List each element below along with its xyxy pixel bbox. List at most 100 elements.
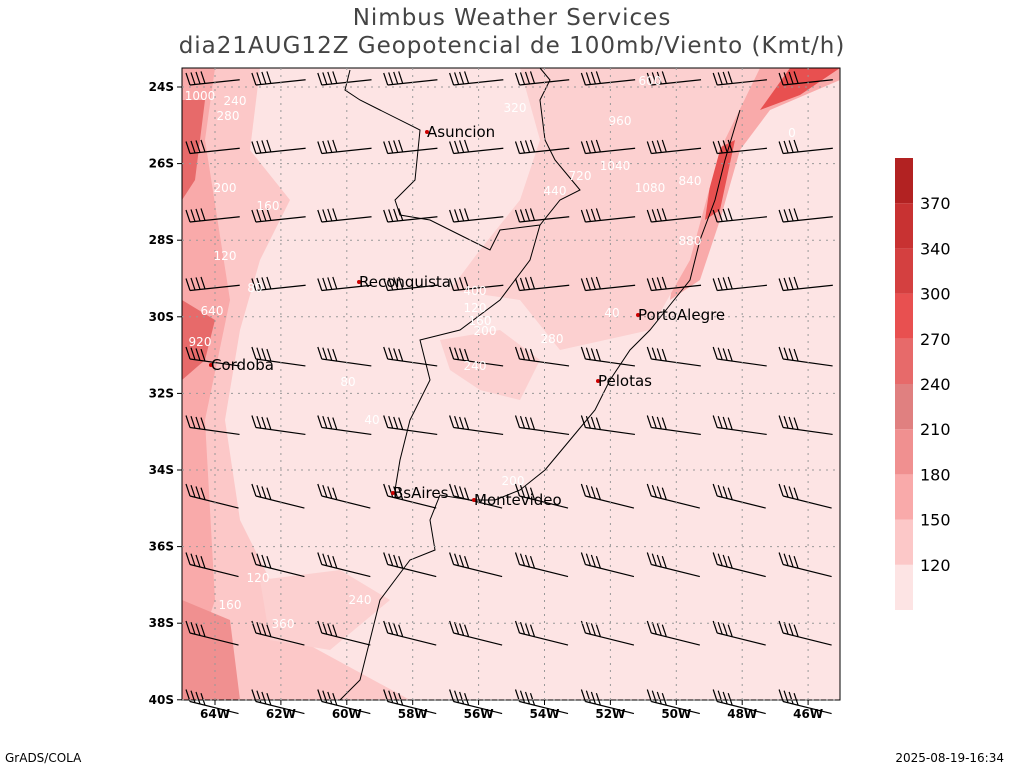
wind-barb — [580, 415, 635, 436]
wind-barb — [251, 483, 305, 509]
wind-barb — [712, 552, 766, 578]
city-label: Asuncion — [427, 123, 495, 141]
wind-barb — [646, 139, 702, 155]
colorbar-bin — [895, 474, 913, 520]
lat-label: 36S — [149, 540, 174, 554]
contour-label: 160 — [219, 598, 242, 612]
wind-barb — [580, 552, 635, 578]
shade — [450, 68, 760, 350]
contour-label: 240 — [224, 94, 247, 108]
wind-barb — [185, 483, 239, 509]
wind-barb — [251, 689, 305, 715]
contour-label: 200 — [474, 324, 497, 338]
wind-barb — [646, 276, 702, 292]
wind-barb — [317, 483, 371, 509]
wind-barb — [317, 415, 372, 436]
lat-label: 28S — [149, 233, 174, 247]
wind-barb — [317, 139, 372, 155]
city-label: BsAires — [393, 484, 449, 502]
wind-barb — [580, 689, 635, 715]
lon-label: 48W — [727, 707, 757, 721]
lat-label: 40S — [149, 693, 174, 707]
wind-barb — [778, 552, 832, 578]
wind-barb — [712, 208, 767, 223]
contour-label: 80 — [340, 375, 355, 389]
wind-barb — [317, 689, 371, 715]
wind-barb — [317, 620, 371, 646]
wind-barb — [778, 620, 832, 646]
contour-label: 240 — [464, 359, 487, 373]
city-marker — [636, 313, 640, 317]
contour-label: 120 — [214, 249, 237, 263]
wind-barb — [449, 139, 504, 155]
wind-barb — [712, 689, 766, 715]
city-label: Reconquista — [359, 273, 451, 291]
contour-label: 1080 — [635, 181, 666, 195]
contour-label: 840 — [679, 174, 702, 188]
wind-barb — [514, 552, 569, 578]
contour-label: 400 — [464, 284, 487, 298]
colorbar-bin — [895, 248, 913, 294]
wind-barb — [383, 276, 438, 292]
wind-barb — [514, 415, 570, 436]
wind-barb — [383, 208, 438, 223]
city-label: Pelotas — [598, 372, 652, 390]
wind-barb — [251, 139, 306, 155]
wind-barb — [514, 689, 569, 715]
lat-label: 24S — [149, 80, 174, 94]
wind-barb — [251, 415, 306, 436]
shade — [705, 68, 840, 220]
wind-barb — [383, 415, 438, 436]
city-marker — [596, 379, 600, 383]
city-marker — [472, 498, 476, 502]
shade — [182, 100, 215, 380]
wind-barb — [712, 415, 767, 436]
lon-label: 58W — [398, 707, 428, 721]
shade — [670, 68, 840, 300]
wind-barb — [383, 483, 437, 509]
wind-barb — [580, 620, 635, 646]
wind-barb — [778, 689, 832, 715]
contour-label: 80 — [247, 281, 262, 295]
coastline — [339, 67, 741, 701]
wind-barb — [646, 483, 700, 509]
wind-barb — [514, 483, 569, 509]
wind-barb — [317, 276, 372, 292]
wind-barb — [712, 620, 766, 646]
colorbar-bin — [895, 293, 913, 339]
contour-label: 40 — [604, 306, 619, 320]
colorbar-label: 150 — [920, 511, 951, 530]
wind-barb — [646, 415, 701, 436]
contour-label: 640 — [201, 304, 224, 318]
wind-barb — [251, 552, 305, 578]
lon-label: 52W — [595, 707, 625, 721]
contour-label: 360 — [272, 617, 295, 631]
wind-barb — [251, 208, 306, 223]
contour-label: 280 — [217, 109, 240, 123]
contour-label: 1040 — [600, 159, 631, 173]
colorbar-label: 370 — [920, 194, 951, 213]
city-marker — [209, 363, 213, 367]
lon-label: 56W — [464, 707, 494, 721]
contour-label: 160 — [469, 314, 492, 328]
wind-barb — [449, 620, 503, 646]
wind-barb — [251, 276, 306, 292]
wind-barb — [383, 552, 437, 578]
lon-label: 62W — [266, 707, 296, 721]
contour-label: 720 — [569, 169, 592, 183]
wind-barb — [383, 689, 437, 715]
colorbar-bin — [895, 384, 913, 430]
contour-label: 200 — [502, 474, 525, 488]
contour-label: 440 — [544, 184, 567, 198]
wind-barb — [778, 415, 833, 436]
wind-barb — [646, 689, 700, 715]
wind-barb — [514, 139, 570, 155]
city-label: Montevideo — [474, 491, 562, 509]
colorbar-bin — [895, 158, 913, 204]
colorbar-bin — [895, 203, 913, 249]
lon-label: 64W — [200, 707, 230, 721]
colorbar-label: 240 — [920, 375, 951, 394]
wind-barb — [185, 276, 240, 292]
wind-barb — [185, 139, 240, 155]
